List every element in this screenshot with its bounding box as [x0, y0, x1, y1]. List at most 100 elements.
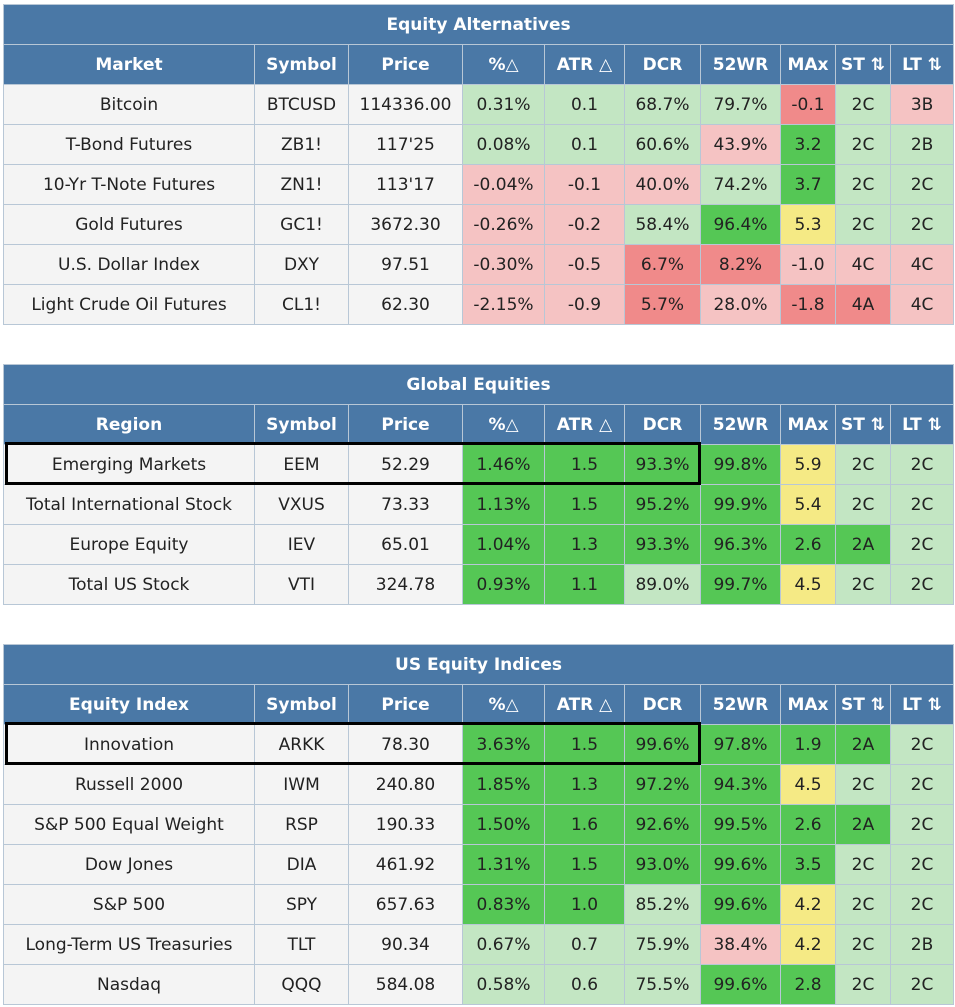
lt-rating-cell: 2B — [890, 924, 954, 965]
table-row[interactable]: Nasdaq QQQ 584.08 0.58% 0.6 75.5% 99.6% 2.8 2C 2C — [3, 964, 954, 1005]
column-header[interactable]: Symbol — [254, 684, 349, 725]
name-cell: T-Bond Futures — [3, 124, 255, 165]
52wr-cell: 99.6% — [700, 844, 781, 885]
name-cell: Europe Equity — [3, 524, 255, 565]
table-row[interactable]: Europe Equity IEV 65.01 1.04% 1.3 93.3% 96.3% 2… — [3, 524, 955, 565]
atr-change-cell: -0.1 — [544, 164, 625, 205]
column-header[interactable]: %△ — [462, 404, 545, 445]
price-cell: 62.30 — [348, 284, 463, 325]
column-header[interactable]: Price — [348, 44, 463, 85]
st-rating-cell: 2C — [835, 164, 891, 205]
st-rating-cell: 2C — [835, 884, 891, 925]
table-row[interactable]: Total International Stock VXUS 73.33 1.13% 1… — [3, 484, 955, 525]
lt-rating-cell: 2C — [889, 444, 955, 485]
column-header[interactable]: 52WR — [700, 684, 781, 725]
price-cell: 584.08 — [348, 964, 463, 1005]
lt-rating-cell: 2C — [889, 204, 955, 245]
st-rating-cell: 4C — [835, 244, 891, 285]
column-header[interactable]: Market — [3, 44, 255, 85]
name-cell: S&P 500 Equal Weight — [3, 804, 255, 845]
column-header[interactable]: Price — [348, 404, 463, 445]
table-row[interactable]: Light Crude Oil Futures CL1! 62.30 -2.15% -0… — [3, 284, 955, 325]
section-table-0: Equity Alternatives Market Symbol Price %△ AT… — [2, 4, 955, 325]
column-header[interactable]: %△ — [462, 44, 545, 85]
column-header[interactable]: DCR — [624, 404, 701, 445]
name-cell: Dow Jones — [3, 844, 255, 885]
52wr-cell: 99.9% — [700, 484, 781, 525]
column-header[interactable]: DCR — [624, 44, 701, 85]
atr-change-cell: 0.6 — [544, 964, 625, 1005]
section-table-1: Global Equities Region Symbol Price %△ ATR △ D… — [2, 364, 955, 605]
table-row[interactable]: Bitcoin BTCUSD 114336.00 0.31% 0.1 68.7% 79.7%… — [3, 84, 955, 125]
table-row[interactable]: Russell 2000 IWM 240.80 1.85% 1.3 97.2% 94.3% 4… — [3, 764, 954, 805]
change-pct-cell: 1.31% — [462, 844, 545, 885]
table-row[interactable]: Dow Jones DIA 461.92 1.31% 1.5 93.0% 99.6% 3.5 2… — [3, 844, 954, 885]
max-cell: -1.8 — [780, 284, 836, 325]
change-pct-cell: -0.04% — [462, 164, 545, 205]
52wr-cell: 79.7% — [700, 84, 781, 125]
atr-change-cell: 0.1 — [544, 124, 625, 165]
lt-rating-cell: 2C — [889, 524, 955, 565]
column-header[interactable]: ST ⇅ — [835, 404, 891, 445]
st-rating-cell: 2C — [835, 124, 891, 165]
table-row[interactable]: U.S. Dollar Index DXY 97.51 -0.30% -0.5 6.7% 8… — [3, 244, 955, 285]
symbol-cell: ZB1! — [254, 124, 349, 165]
column-header[interactable]: 52WR — [700, 404, 781, 445]
column-header[interactable]: ST ⇅ — [835, 44, 891, 85]
table-row[interactable]: Innovation ARKK 78.30 3.63% 1.5 99.6% 97.8% 1.9… — [3, 724, 954, 765]
column-header[interactable]: DCR — [624, 684, 701, 725]
column-header[interactable]: LT ⇅ — [889, 44, 955, 85]
table-row[interactable]: Gold Futures GC1! 3672.30 -0.26% -0.2 58.4% 96… — [3, 204, 955, 245]
column-header[interactable]: Price — [348, 684, 463, 725]
column-header[interactable]: MAx — [780, 684, 836, 725]
column-header[interactable]: %△ — [462, 684, 545, 725]
column-header[interactable]: 52WR — [700, 44, 781, 85]
lt-rating-cell: 2C — [890, 724, 954, 765]
atr-change-cell: -0.5 — [544, 244, 625, 285]
table-row[interactable]: Total US Stock VTI 324.78 0.93% 1.1 89.0% 99.7… — [3, 564, 955, 605]
name-cell: U.S. Dollar Index — [3, 244, 255, 285]
name-cell: S&P 500 — [3, 884, 255, 925]
column-header[interactable]: MAx — [780, 44, 836, 85]
price-cell: 117'25 — [348, 124, 463, 165]
atr-change-cell: 1.6 — [544, 804, 625, 845]
dcr-cell: 75.9% — [624, 924, 701, 965]
table-row[interactable]: Emerging Markets EEM 52.29 1.46% 1.5 93.3% 99.… — [3, 444, 955, 485]
table-row[interactable]: T-Bond Futures ZB1! 117'25 0.08% 0.1 60.6% 43.… — [3, 124, 955, 165]
column-header[interactable]: Symbol — [254, 44, 349, 85]
52wr-cell: 8.2% — [700, 244, 781, 285]
st-rating-cell: 2A — [835, 804, 891, 845]
column-header[interactable]: LT ⇅ — [890, 684, 954, 725]
52wr-cell: 96.4% — [700, 204, 781, 245]
symbol-cell: DIA — [254, 844, 349, 885]
atr-change-cell: 1.3 — [544, 764, 625, 805]
dcr-cell: 92.6% — [624, 804, 701, 845]
column-header[interactable]: ATR △ — [544, 404, 625, 445]
lt-rating-cell: 2C — [889, 484, 955, 525]
change-pct-cell: 0.08% — [462, 124, 545, 165]
52wr-cell: 96.3% — [700, 524, 781, 565]
column-header[interactable]: Symbol — [254, 404, 349, 445]
column-header[interactable]: LT ⇅ — [889, 404, 955, 445]
column-header[interactable]: ATR △ — [544, 44, 625, 85]
price-cell: 52.29 — [348, 444, 463, 485]
table-row[interactable]: S&P 500 SPY 657.63 0.83% 1.0 85.2% 99.6% 4.2 2C 2… — [3, 884, 954, 925]
change-pct-cell: 0.58% — [462, 964, 545, 1005]
column-header[interactable]: MAx — [780, 404, 836, 445]
lt-rating-cell: 4C — [889, 284, 955, 325]
table-row[interactable]: 10-Yr T-Note Futures ZN1! 113'17 -0.04% -0.1… — [3, 164, 955, 205]
column-header[interactable]: Equity Index — [3, 684, 255, 725]
column-header[interactable]: Region — [3, 404, 255, 445]
table-row[interactable]: S&P 500 Equal Weight RSP 190.33 1.50% 1.6 92.… — [3, 804, 954, 845]
dcr-cell: 89.0% — [624, 564, 701, 605]
column-header[interactable]: ATR △ — [544, 684, 625, 725]
dcr-cell: 75.5% — [624, 964, 701, 1005]
change-pct-cell: 1.04% — [462, 524, 545, 565]
table-row[interactable]: Long-Term US Treasuries TLT 90.34 0.67% 0.7 7… — [3, 924, 954, 965]
max-cell: 2.6 — [780, 804, 836, 845]
st-rating-cell: 2C — [835, 844, 891, 885]
change-pct-cell: 1.46% — [462, 444, 545, 485]
atr-change-cell: -0.9 — [544, 284, 625, 325]
max-cell: 5.3 — [780, 204, 836, 245]
column-header[interactable]: ST ⇅ — [835, 684, 891, 725]
